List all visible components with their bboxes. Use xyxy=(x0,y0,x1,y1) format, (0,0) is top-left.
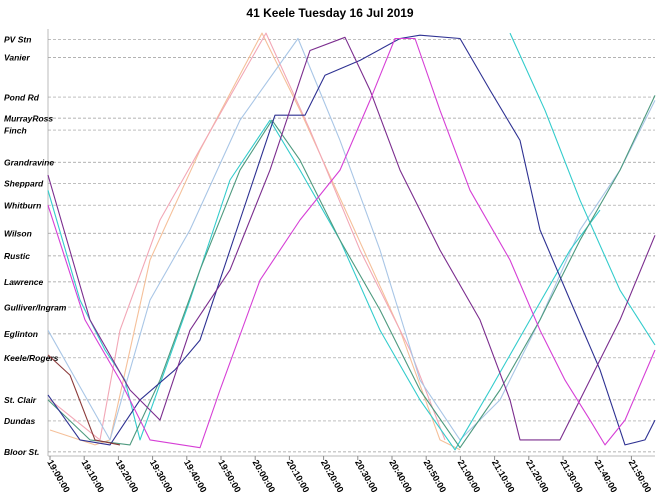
series-line xyxy=(47,119,601,451)
series-line xyxy=(47,354,121,446)
y-tick-label: MurrayRoss xyxy=(4,113,53,123)
y-tick-label: Finch xyxy=(4,125,27,135)
x-tick-label: 21:10:00 xyxy=(490,458,517,494)
y-tick-label: Wilson xyxy=(4,228,32,238)
x-tick-label: 20:20:00 xyxy=(319,458,346,494)
y-tick-label: Lawrence xyxy=(4,277,43,287)
y-tick-label: Sheppard xyxy=(4,179,44,189)
y-tick-label: Keele/Rogers xyxy=(4,353,59,363)
x-tick-label: 19:50:00 xyxy=(216,458,243,494)
x-tick-label: 19:20:00 xyxy=(114,458,141,494)
y-tick-label: Vanier xyxy=(4,53,30,63)
series-line xyxy=(47,37,656,449)
x-tick-label: 19:40:00 xyxy=(182,458,209,494)
y-tick-label: Rustic xyxy=(4,251,30,261)
x-tick-label: 20:00:00 xyxy=(250,458,277,494)
x-tick-label: 20:30:00 xyxy=(353,458,380,494)
series-line xyxy=(49,32,461,451)
series-line xyxy=(47,34,656,446)
y-tick-label: Gulliver/Ingram xyxy=(4,302,67,312)
chart-title: 41 Keele Tuesday 16 Jul 2019 xyxy=(246,6,414,20)
x-tick-label: 21:20:00 xyxy=(524,458,551,494)
y-tick-label: Pond Rd xyxy=(4,92,40,102)
y-tick-label: Dundas xyxy=(4,416,35,426)
x-tick-label: 19:10:00 xyxy=(79,458,106,494)
x-tick-label: 21:00:00 xyxy=(456,458,483,494)
series-line xyxy=(49,32,446,441)
y-tick-label: St. Clair xyxy=(4,395,37,405)
series-line xyxy=(47,95,656,449)
x-tick-label: 21:40:00 xyxy=(592,458,619,494)
y-tick-label: Whitburn xyxy=(4,200,41,210)
y-tick-label: PV Stn xyxy=(4,35,31,45)
series-line xyxy=(47,37,656,441)
x-tick-label: 21:50:00 xyxy=(627,458,654,494)
x-tick-label: 19:00:00 xyxy=(45,458,72,494)
y-tick-label: Eglinton xyxy=(4,329,38,339)
y-tick-label: Bloor St. xyxy=(4,447,39,457)
series-line xyxy=(47,36,656,441)
x-tick-label: 20:40:00 xyxy=(387,458,414,494)
x-tick-label: 20:10:00 xyxy=(285,458,312,494)
y-tick-label: Grandravine xyxy=(4,158,54,168)
x-tick-label: 20:50:00 xyxy=(421,458,448,494)
x-tick-label: 21:30:00 xyxy=(558,458,585,494)
series-line xyxy=(509,32,656,346)
x-tick-label: 19:30:00 xyxy=(148,458,175,494)
